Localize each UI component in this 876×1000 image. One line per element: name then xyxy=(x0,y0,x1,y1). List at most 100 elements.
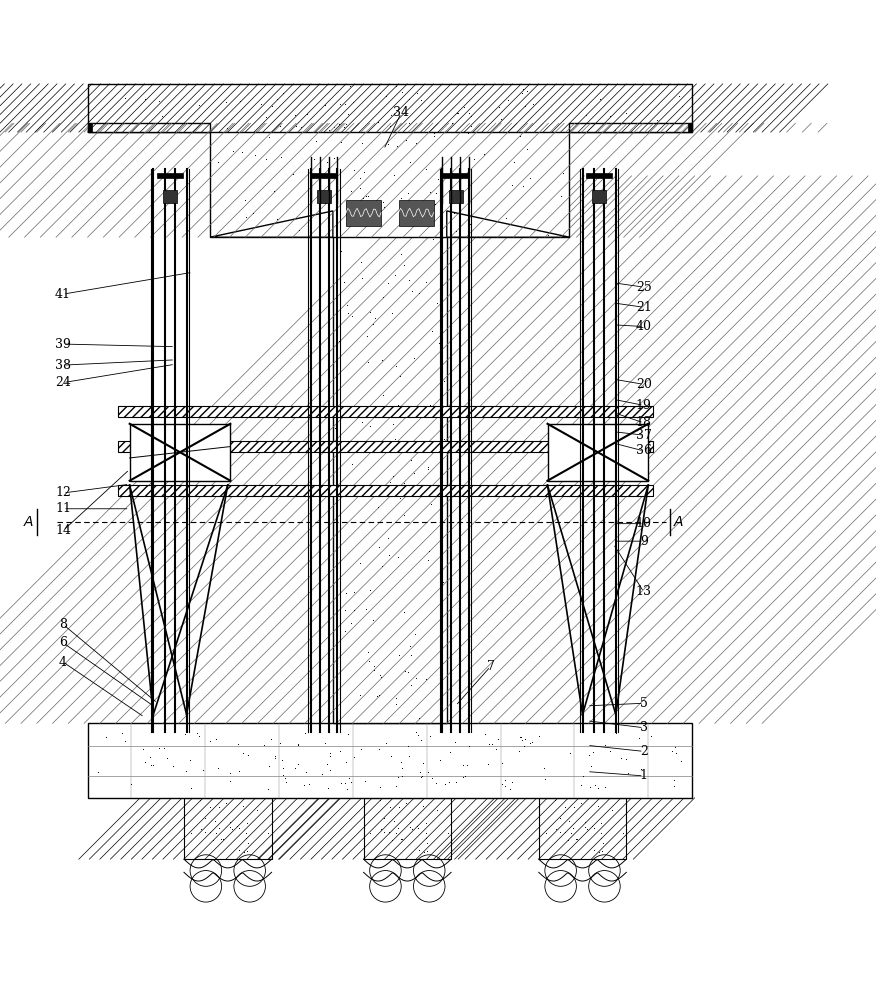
Point xyxy=(333,743,347,759)
Bar xyxy=(449,190,463,203)
Point xyxy=(338,602,352,618)
Text: 5: 5 xyxy=(640,697,647,710)
Text: 37: 37 xyxy=(636,429,652,442)
Point xyxy=(596,835,610,851)
Point xyxy=(394,84,408,100)
Text: 1: 1 xyxy=(639,769,648,782)
Point xyxy=(384,483,398,499)
Point xyxy=(348,481,362,497)
Point xyxy=(389,696,403,712)
Point xyxy=(356,135,370,151)
Point xyxy=(513,729,527,745)
Bar xyxy=(118,485,653,496)
Point xyxy=(235,144,249,160)
Point xyxy=(237,745,251,761)
Point xyxy=(344,774,358,790)
Text: 36: 36 xyxy=(636,444,652,457)
Point xyxy=(232,842,246,858)
Point xyxy=(399,795,413,811)
Point xyxy=(363,406,377,422)
Point xyxy=(578,814,592,830)
Point xyxy=(595,815,609,831)
Point xyxy=(388,431,402,447)
Point xyxy=(240,843,254,859)
Point xyxy=(548,792,562,808)
Point xyxy=(219,94,233,110)
Text: 38: 38 xyxy=(55,359,71,372)
Point xyxy=(389,440,403,456)
Point xyxy=(344,456,358,472)
Point xyxy=(448,734,462,750)
Bar xyxy=(88,84,692,132)
Point xyxy=(334,134,348,150)
Point xyxy=(429,775,443,791)
Point xyxy=(323,745,337,761)
Point xyxy=(241,835,255,851)
Point xyxy=(391,769,405,785)
Point xyxy=(616,825,630,841)
Point xyxy=(407,209,421,225)
Point xyxy=(355,414,369,430)
Point xyxy=(428,196,442,212)
Point xyxy=(403,407,417,423)
Point xyxy=(403,819,417,835)
Point xyxy=(592,844,606,860)
Point xyxy=(419,825,433,841)
Point xyxy=(152,93,166,109)
Text: 21: 21 xyxy=(636,301,652,314)
Bar xyxy=(688,123,692,132)
Point xyxy=(233,93,247,109)
Point xyxy=(365,316,379,332)
Point xyxy=(333,96,347,112)
Point xyxy=(357,773,371,789)
Point xyxy=(609,725,623,741)
Point xyxy=(321,122,336,138)
Point xyxy=(375,558,389,574)
Text: 7: 7 xyxy=(487,660,494,673)
Point xyxy=(298,725,312,741)
Point xyxy=(347,602,361,618)
Point xyxy=(427,231,441,247)
Point xyxy=(561,832,575,848)
Point xyxy=(405,647,419,663)
Point xyxy=(152,740,166,756)
Point xyxy=(360,328,374,344)
Point xyxy=(160,750,174,766)
Point xyxy=(267,183,281,199)
Point xyxy=(375,352,389,368)
Point xyxy=(422,213,436,229)
Point xyxy=(136,741,150,757)
Point xyxy=(268,748,282,764)
Point xyxy=(392,799,406,815)
Point xyxy=(323,748,337,764)
Point xyxy=(595,843,609,859)
Point xyxy=(329,698,343,714)
Point xyxy=(563,745,577,761)
Point xyxy=(427,125,442,141)
Text: 18: 18 xyxy=(636,416,652,429)
Point xyxy=(124,776,138,792)
Point xyxy=(378,824,392,840)
Bar xyxy=(317,190,331,203)
Point xyxy=(202,824,216,840)
Point xyxy=(309,133,323,149)
Point xyxy=(208,813,222,829)
Point xyxy=(342,215,356,231)
Point xyxy=(614,750,628,766)
Point xyxy=(503,781,517,797)
Point xyxy=(395,768,409,784)
Point xyxy=(371,687,385,703)
Point xyxy=(424,496,438,512)
Point xyxy=(413,92,427,108)
Text: 12: 12 xyxy=(55,486,71,499)
Point xyxy=(374,821,388,837)
Point xyxy=(450,105,464,121)
Point xyxy=(394,760,408,776)
Point xyxy=(215,831,230,847)
Point xyxy=(675,98,689,114)
Point xyxy=(381,530,395,546)
Point xyxy=(389,78,403,94)
Point xyxy=(604,743,618,759)
Point xyxy=(288,107,302,123)
Point xyxy=(373,667,387,683)
